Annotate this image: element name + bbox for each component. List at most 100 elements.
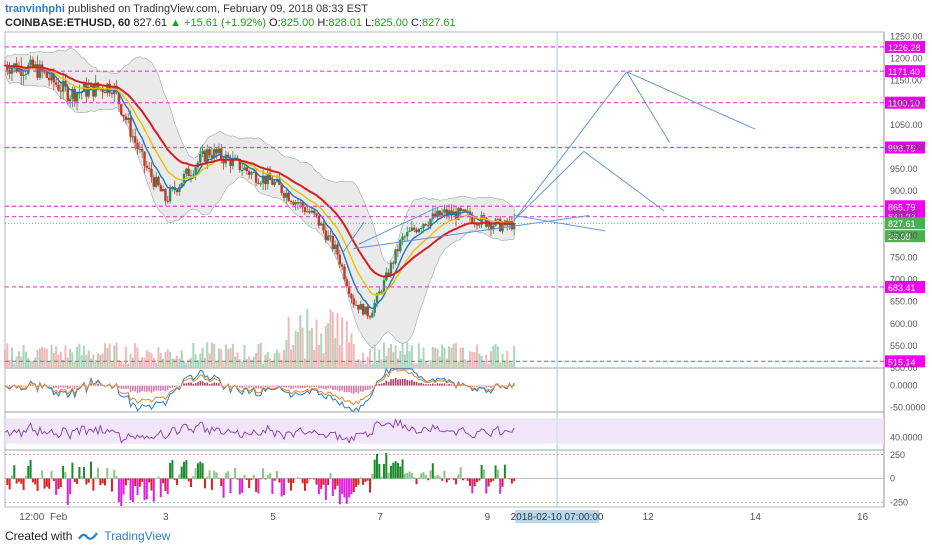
price-tick: 800.00: [890, 230, 918, 240]
volume-bar: [231, 343, 234, 368]
macd-hist-bar: [73, 385, 76, 390]
candle-body: [403, 236, 407, 238]
osc-bar: [43, 478, 46, 489]
volume-bar: [141, 357, 144, 368]
macd-hist-bar: [166, 385, 169, 390]
footer: Created with TradingView: [5, 529, 170, 543]
osc-bar: [85, 478, 88, 485]
osc-bar: [203, 478, 206, 489]
candle-body: [492, 225, 495, 230]
osc-bar: [6, 478, 9, 485]
candle-body: [399, 239, 402, 252]
candle-body: [247, 171, 251, 175]
price-tick: 900.00: [890, 186, 918, 196]
volume-bar: [229, 348, 232, 368]
candle-body: [238, 158, 242, 171]
osc-bar: [87, 478, 90, 483]
osc-bar: [496, 469, 499, 479]
volume-bar: [373, 344, 376, 368]
volume-bar: [22, 345, 25, 368]
macd-hist-bar: [257, 385, 260, 389]
volume-bar: [320, 333, 323, 368]
osc-bar: [8, 478, 11, 490]
macd-hist-bar: [413, 381, 416, 386]
level-label-bg: [885, 355, 925, 368]
volume-bar: [169, 352, 172, 368]
osc-bar: [206, 476, 209, 479]
candle-body: [306, 211, 309, 213]
candle-body: [292, 202, 295, 205]
macd-hist-bar: [262, 385, 264, 387]
candle-body: [303, 207, 307, 213]
macd-hist-bar: [473, 385, 476, 387]
osc-bar: [108, 477, 111, 479]
macd-hist-bar: [127, 385, 130, 389]
trend-line: [353, 215, 590, 250]
volume-bar: [171, 358, 174, 368]
volume-bar: [280, 359, 283, 368]
author-link[interactable]: tranvinhphi: [5, 3, 65, 15]
macd-hist-bar: [183, 383, 185, 386]
macd-hist-bar: [90, 383, 92, 386]
candle-body: [159, 185, 162, 192]
candle-body: [299, 202, 302, 204]
volume-bar: [352, 344, 355, 368]
volume-bar: [224, 344, 227, 368]
volume-bar: [78, 343, 81, 368]
candle-body: [134, 136, 137, 143]
candle-body: [178, 186, 181, 193]
osc-bar: [143, 478, 146, 501]
osc-bar: [355, 478, 358, 487]
osc-bar: [199, 461, 202, 479]
level-label-bg: [885, 200, 925, 213]
macd-hist-bar: [313, 385, 316, 387]
volume-bar: [401, 342, 404, 368]
candle-body: [199, 154, 202, 163]
tradingview-brand[interactable]: TradingView: [104, 529, 171, 543]
candle-body: [331, 236, 335, 250]
price-axis[interactable]: 1250.00 1200.00 1150.00 1100.00 1050.00 1000.…: [890, 31, 923, 373]
candle-body: [313, 210, 316, 214]
osc-bar: [90, 461, 93, 479]
time-axis[interactable]: 12:00 Feb 3 5 7 9 12 14 16 2018-02-10 07:00:00: [19, 510, 869, 523]
volume-bar: [306, 308, 309, 368]
macd-hist-bar: [511, 385, 513, 387]
macd-hist-bar: [401, 379, 404, 386]
volume-bar: [257, 344, 260, 368]
volume-bar: [10, 347, 13, 368]
volume-bar: [364, 363, 367, 368]
candle-body: [166, 200, 169, 202]
candle-body: [424, 224, 428, 226]
osc-bar: [378, 463, 381, 479]
macd-hist-bar: [334, 385, 336, 390]
volume-bar: [345, 320, 348, 368]
candle-body: [145, 165, 149, 168]
candle-body: [366, 306, 369, 317]
symbol-label[interactable]: COINBASE:ETHUSD, 60: [5, 17, 131, 29]
osc-bar: [334, 478, 337, 490]
osc-bar: [371, 473, 374, 479]
candle-body: [329, 235, 332, 237]
macd-hist-bar: [215, 383, 218, 386]
volume-bar: [417, 343, 420, 368]
osc-bar: [217, 477, 220, 479]
macd-hist-bar: [371, 385, 374, 388]
macd-hist-bar: [78, 385, 81, 387]
macd-hist-bar: [192, 383, 195, 386]
osc-bar: [387, 472, 390, 479]
volume-bar: [296, 331, 299, 368]
osc-bar: [227, 471, 230, 479]
osc-bar: [71, 462, 74, 479]
level-label: 683.41: [888, 283, 916, 293]
chart-header: tranvinhphi published on TradingView.com…: [5, 2, 925, 32]
level-label: 1226.28: [888, 43, 921, 53]
osc-bar: [350, 478, 353, 495]
macd-hist-bar: [392, 379, 395, 386]
candle-body: [478, 224, 481, 226]
osc-bar: [57, 478, 60, 490]
osc-bar: [122, 478, 125, 495]
osc-bar: [103, 478, 106, 486]
volume-bar: [85, 354, 88, 368]
candle-body: [29, 59, 32, 66]
